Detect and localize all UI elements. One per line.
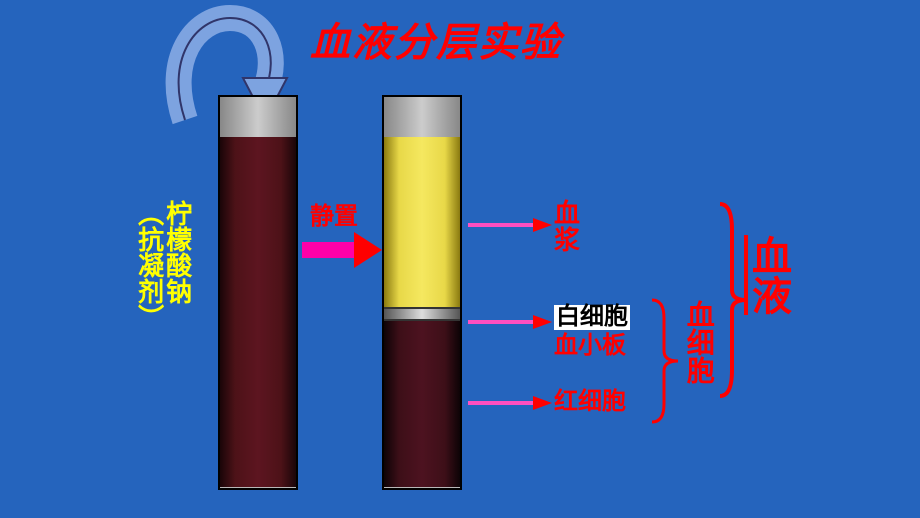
tube-cap (384, 97, 460, 137)
bracket-cells (648, 298, 682, 424)
pointer-plasma (468, 215, 553, 235)
cells-group-label: 血细胞 (682, 300, 713, 384)
pointer-buffy (468, 312, 553, 332)
bracket-blood (716, 200, 750, 400)
rbc-label: 红细胞 (554, 390, 626, 415)
rbc-layer (384, 321, 460, 487)
pointer-rbc (468, 393, 553, 413)
blood-group-label: 血液 (748, 235, 788, 315)
citrate-label: 柠檬酸钠 (162, 200, 191, 304)
platelet-label: 血小板 (554, 334, 626, 359)
whole-blood-layer (220, 137, 296, 487)
tube-separated (382, 95, 462, 490)
plasma-label: 血浆 (554, 200, 580, 255)
tube-whole-blood (218, 95, 298, 490)
wbc-label: 白细胞 (554, 305, 630, 330)
anticoagulant-label: （抗凝剂） (134, 200, 163, 330)
diagram-title: 血液分层实验 (310, 10, 562, 68)
rest-arrow (302, 230, 382, 270)
tube-cap (220, 97, 296, 137)
rest-label: 静置 (310, 196, 358, 231)
plasma-layer (384, 137, 460, 307)
buffy-coat-layer (384, 307, 460, 321)
